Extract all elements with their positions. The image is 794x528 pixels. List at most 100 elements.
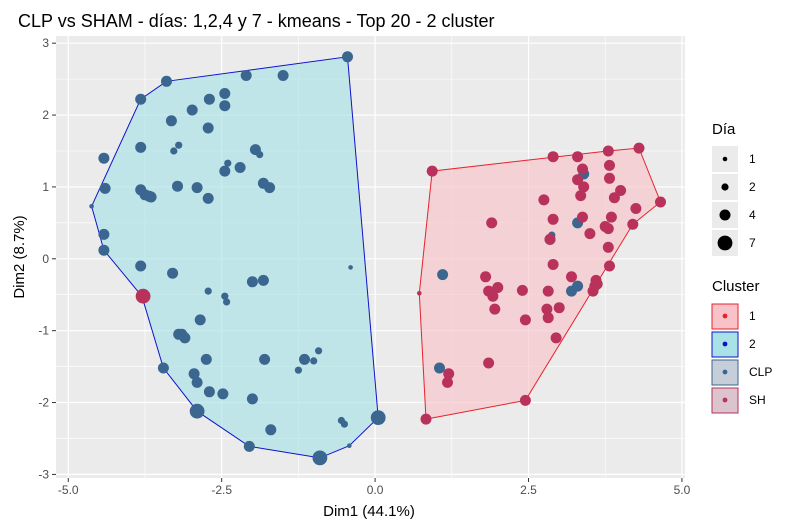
point-clp — [312, 450, 328, 466]
point-clp — [315, 347, 323, 355]
point-clp — [243, 440, 255, 452]
point-clp — [204, 287, 212, 295]
point-sh — [591, 278, 603, 290]
point-clp — [89, 204, 94, 209]
point-clp — [299, 353, 310, 365]
legend-dia-symbol — [721, 183, 729, 191]
legend-dia-symbol — [722, 156, 728, 162]
point-sh — [604, 172, 615, 184]
y-tick-label: 0 — [42, 252, 49, 266]
point-clp — [223, 298, 231, 306]
point-sh — [572, 174, 584, 186]
point-clp — [347, 443, 352, 449]
point-clp — [259, 353, 271, 365]
point-sh — [633, 142, 645, 154]
point-clp — [348, 265, 353, 270]
point-sh — [604, 159, 615, 171]
point-clp — [172, 180, 183, 192]
point-clp — [191, 182, 203, 194]
point-clp — [217, 388, 229, 400]
point-clp — [203, 93, 215, 105]
y-tick-label: -3 — [38, 467, 49, 481]
point-clp — [246, 276, 258, 288]
point-sh — [602, 145, 614, 157]
point-clp — [167, 267, 179, 279]
point-sh — [480, 271, 492, 283]
point-clp — [219, 165, 231, 177]
point-clp — [370, 410, 386, 425]
point-sh — [605, 211, 617, 223]
legend-cluster-label: 2 — [749, 337, 756, 351]
point-sh — [541, 303, 553, 315]
legend-cluster-label: 1 — [749, 309, 756, 323]
point-clp — [186, 104, 198, 116]
point-clp — [224, 159, 232, 167]
legend-cluster-symbol — [722, 341, 728, 347]
y-tick-label: -1 — [38, 324, 49, 338]
x-tick-label: -2.5 — [211, 483, 232, 497]
point-clp — [157, 362, 169, 374]
point-sh — [630, 203, 642, 214]
point-clp — [179, 332, 191, 344]
y-tick-label: 3 — [42, 36, 49, 50]
point-clp — [219, 88, 231, 99]
point-sh — [483, 357, 495, 369]
legend-dia-label: 4 — [749, 208, 756, 222]
point-clp — [310, 357, 318, 365]
point-clp — [257, 274, 269, 286]
point-clp — [572, 280, 584, 292]
legend-dia: Día 1 2 4 7 — [712, 121, 756, 256]
point-clp — [188, 368, 200, 380]
point-sh — [575, 190, 587, 202]
point-sh — [604, 260, 615, 272]
point-clp — [342, 51, 353, 63]
data-points — [89, 51, 666, 466]
point-clp — [202, 122, 214, 134]
axis-ticks: -5.0 -2.5 0.0 2.5 5.0 -3 -2 -1 0 1 2 3 — [38, 36, 690, 497]
point-clp — [170, 147, 178, 155]
point-sh — [443, 368, 455, 380]
x-axis-title: Dim1 (44.1%) — [323, 503, 415, 520]
legend-dia-label: 2 — [749, 180, 756, 194]
point-sh — [547, 259, 559, 270]
point-sh — [655, 196, 666, 208]
point-clp — [340, 420, 348, 428]
legend-cluster-label: SH — [749, 393, 766, 407]
point-sh — [615, 185, 627, 196]
point-clp — [98, 244, 110, 256]
point-sh — [542, 285, 554, 297]
point-clp — [246, 393, 258, 405]
chart-title: CLP vs SHAM - días: 1,2,4 y 7 - kmeans -… — [18, 11, 495, 31]
point-sh — [577, 163, 588, 175]
y-tick-label: 1 — [42, 180, 49, 194]
point-clp — [203, 386, 215, 398]
point-sh — [442, 376, 453, 388]
point-sh — [608, 192, 620, 204]
point-clp — [294, 366, 302, 374]
point-sh — [519, 314, 531, 326]
point-sh — [553, 302, 565, 314]
x-tick-label: 0.0 — [367, 483, 384, 497]
point-sh — [417, 291, 422, 296]
point-clp — [135, 260, 147, 272]
point-clp — [161, 75, 172, 87]
point-sh — [547, 213, 559, 225]
point-clp — [437, 269, 449, 281]
point-sh — [602, 223, 614, 235]
point-clp — [145, 191, 157, 203]
point-sh — [544, 233, 556, 245]
point-clp — [264, 182, 276, 194]
point-clp — [277, 70, 289, 81]
legend-cluster-symbol — [722, 397, 728, 403]
point-sh — [489, 303, 501, 315]
point-clp — [240, 70, 252, 81]
legend-cluster-symbol — [722, 313, 728, 319]
y-tick-label: 2 — [42, 108, 49, 122]
legend-cluster-symbol — [722, 369, 728, 375]
point-sh — [602, 241, 614, 253]
point-sh — [578, 181, 590, 193]
legend-dia-symbol — [719, 209, 731, 221]
point-clp — [189, 403, 205, 419]
point-sh — [426, 165, 438, 177]
